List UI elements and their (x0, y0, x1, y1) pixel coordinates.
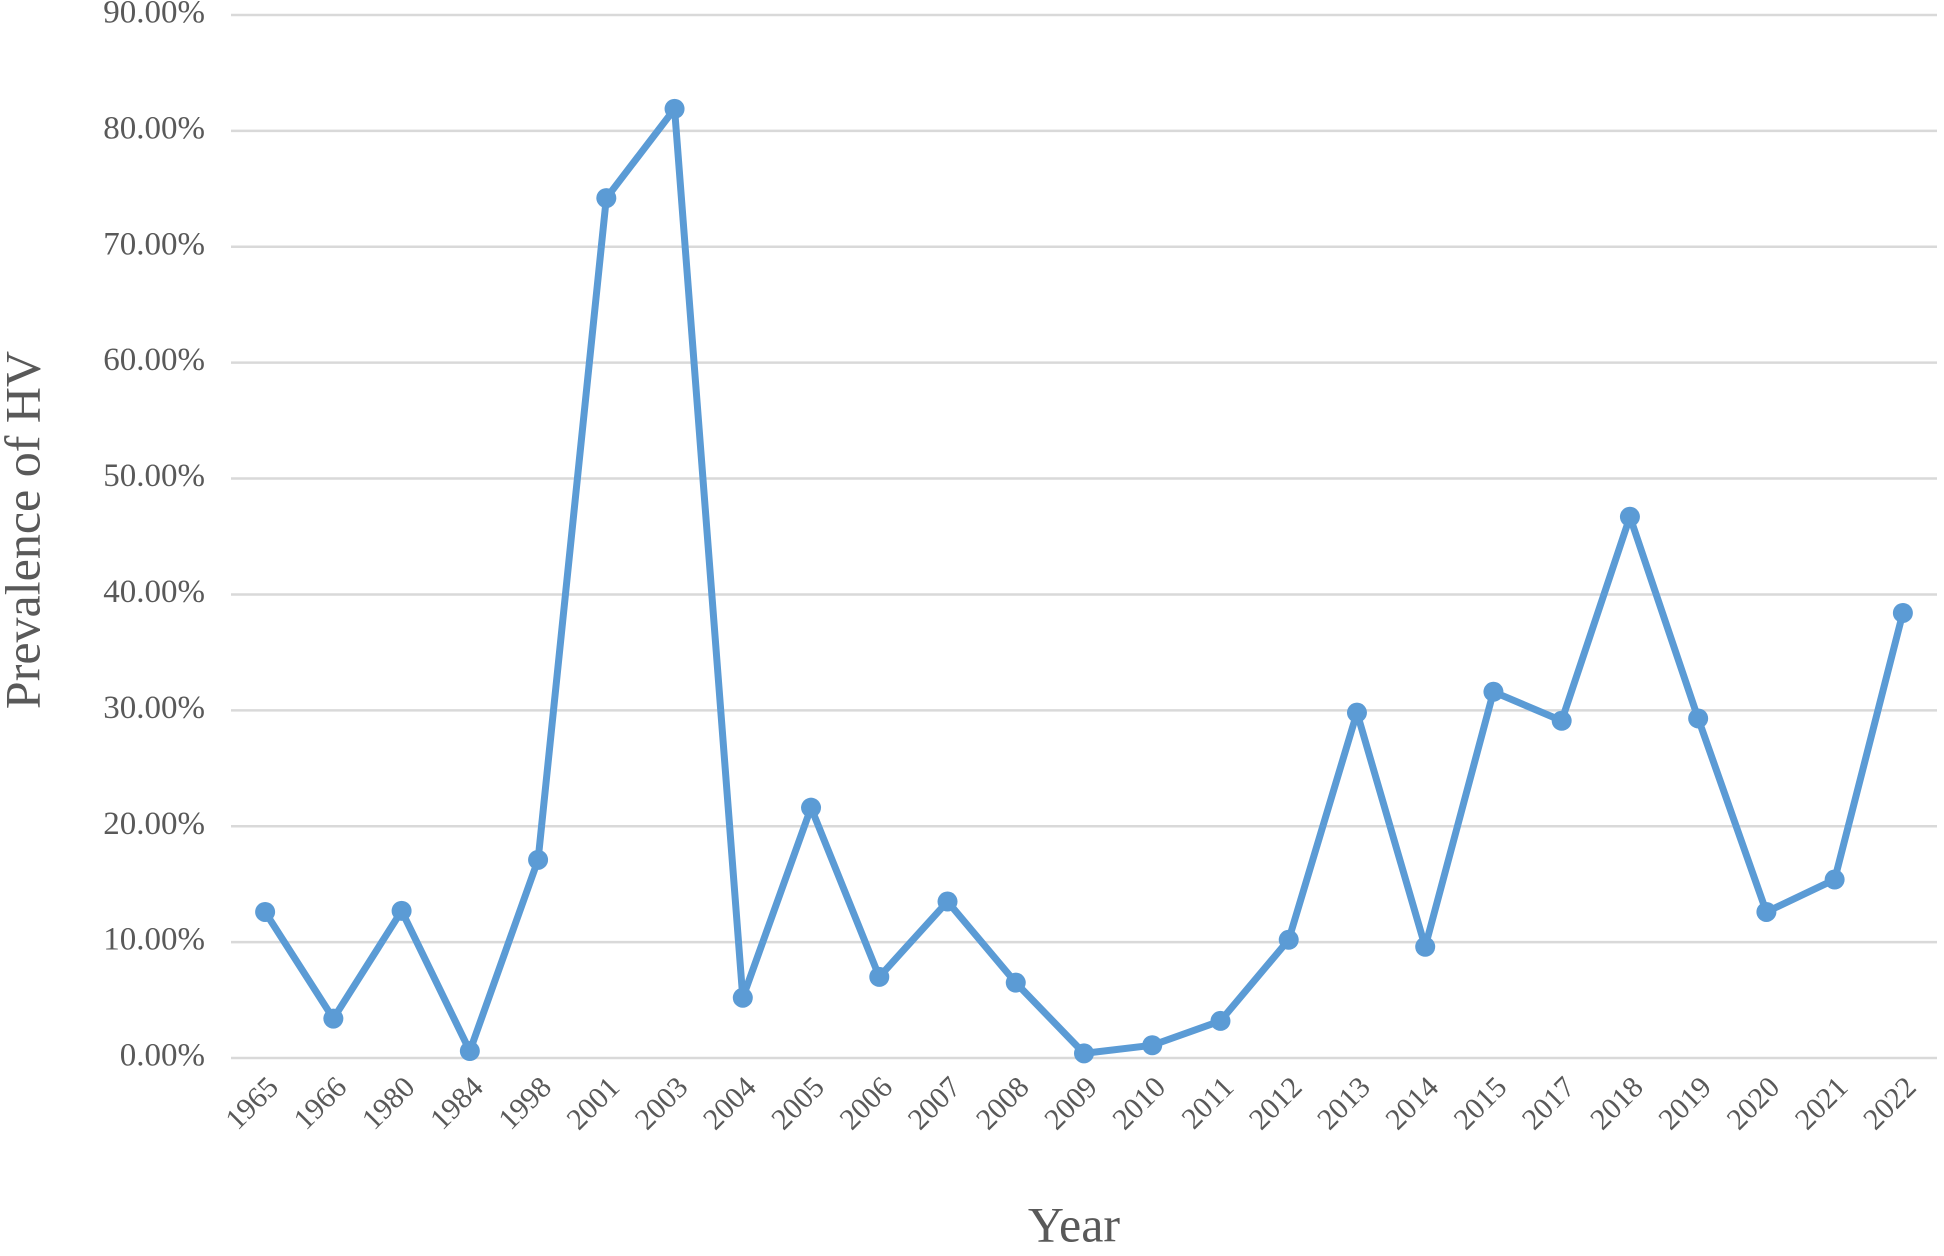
x-tick-label: 1966 (287, 1070, 353, 1136)
y-tick-label: 0.00% (120, 1038, 205, 1074)
data-point (528, 849, 549, 870)
x-tick-label: 2014 (1379, 1070, 1445, 1136)
data-point (1551, 710, 1572, 731)
x-tick-label: 2003 (629, 1070, 695, 1136)
x-tick-label: 2004 (697, 1070, 763, 1136)
x-tick-label: 1980 (356, 1070, 422, 1136)
x-tick-label: 2005 (765, 1070, 831, 1136)
x-tick-label: 2007 (902, 1070, 968, 1136)
x-tick-label: 2019 (1652, 1070, 1718, 1136)
x-tick-label: 2006 (833, 1070, 899, 1136)
x-tick-label: 2020 (1720, 1070, 1786, 1136)
y-tick-label: 30.00% (103, 690, 205, 726)
x-tick-label: 2018 (1584, 1070, 1650, 1136)
x-tick-label: 2017 (1516, 1070, 1582, 1136)
x-tick-label: 2001 (560, 1070, 626, 1136)
data-point (732, 987, 753, 1008)
x-tick-label: 2021 (1789, 1070, 1855, 1136)
y-tick-label: 90.00% (103, 0, 205, 31)
x-tick-label: 1965 (219, 1070, 285, 1136)
y-tick-label: 80.00% (103, 110, 205, 146)
x-tick-label: 2010 (1106, 1070, 1172, 1136)
data-point (1415, 936, 1436, 957)
y-tick-label: 60.00% (103, 342, 205, 378)
data-point (1210, 1010, 1231, 1031)
data-point (459, 1041, 480, 1062)
data-point (1142, 1035, 1163, 1056)
data-point (1005, 972, 1026, 993)
data-point (1824, 869, 1845, 890)
data-point (596, 188, 617, 209)
x-tick-label: 2012 (1243, 1070, 1309, 1136)
y-tick-label: 10.00% (103, 922, 205, 958)
x-tick-label: 1998 (492, 1070, 558, 1136)
data-point (1619, 506, 1640, 527)
data-point (869, 966, 890, 987)
x-tick-label: 2009 (1038, 1070, 1104, 1136)
data-point (1756, 901, 1777, 922)
data-point (1688, 708, 1709, 729)
x-axis-title: Year (1028, 1196, 1120, 1252)
data-point (664, 98, 685, 119)
y-tick-label: 40.00% (103, 574, 205, 610)
x-tick-label: 2013 (1311, 1070, 1377, 1136)
x-tick-label: 1984 (424, 1070, 490, 1136)
y-tick-label: 20.00% (103, 806, 205, 842)
data-point (1278, 929, 1299, 950)
data-point (937, 891, 958, 912)
data-point (391, 900, 412, 921)
data-point (801, 797, 822, 818)
x-tick-label: 2011 (1175, 1070, 1240, 1135)
data-point (1074, 1043, 1094, 1064)
x-tick-label: 2008 (970, 1070, 1036, 1136)
data-point (1346, 702, 1367, 723)
data-point (1892, 602, 1913, 623)
y-tick-label: 50.00% (103, 458, 205, 494)
y-axis-title: Prevalence of HV (0, 351, 50, 709)
x-tick-label: 2022 (1857, 1070, 1923, 1136)
series-line (262, 105, 1907, 1057)
data-point (1483, 681, 1504, 702)
x-tick-label: 2015 (1448, 1070, 1514, 1136)
data-point (255, 901, 276, 922)
y-tick-label: 70.00% (103, 226, 205, 262)
data-point (323, 1008, 344, 1029)
